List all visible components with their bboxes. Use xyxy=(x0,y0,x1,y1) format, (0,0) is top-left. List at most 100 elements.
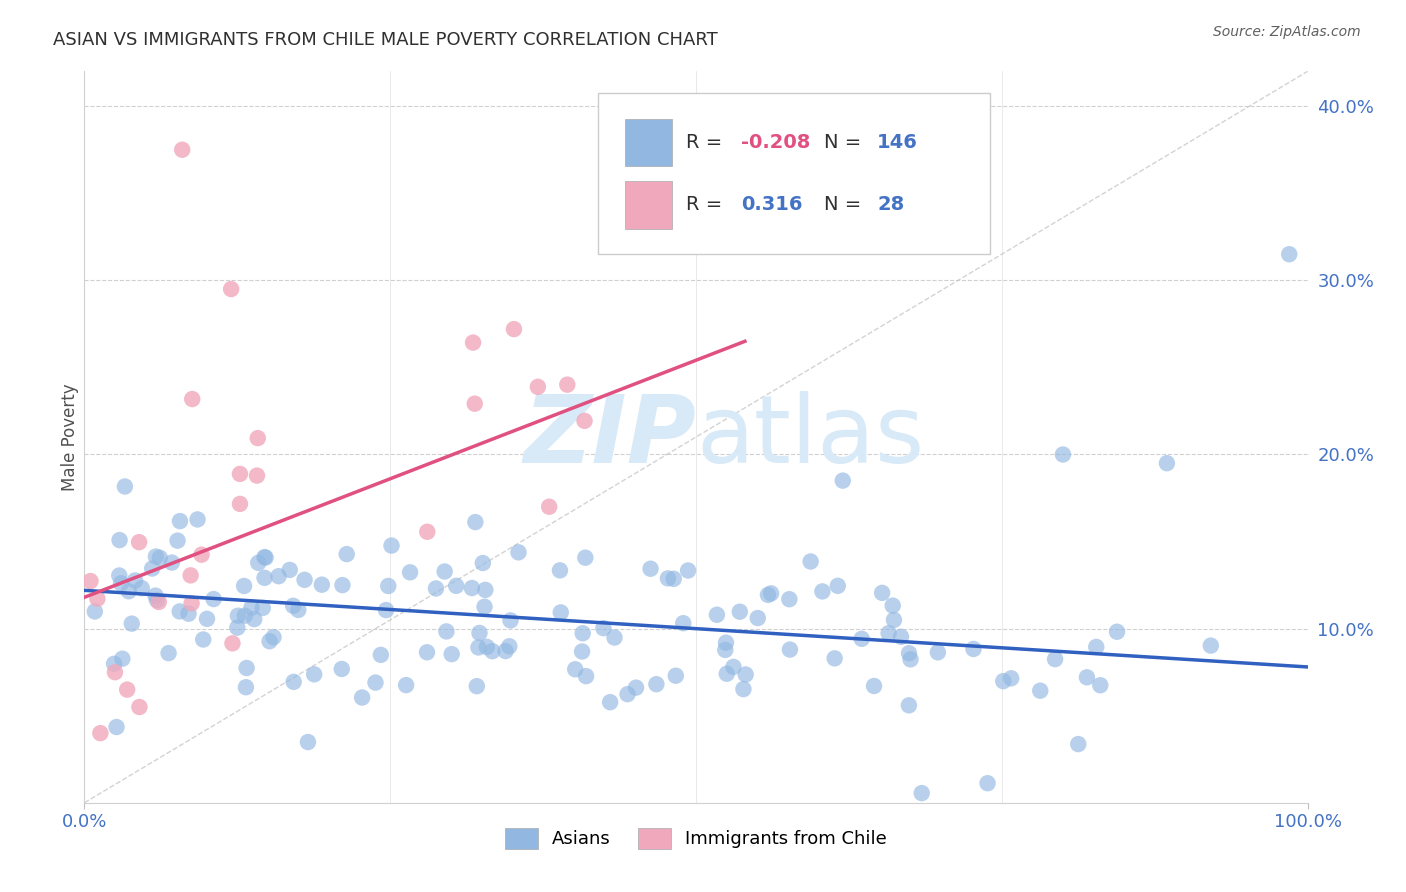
Point xyxy=(180,596,202,610)
Text: 0.316: 0.316 xyxy=(741,195,803,214)
Point xyxy=(465,679,488,693)
Text: ZIP: ZIP xyxy=(523,391,696,483)
Point xyxy=(433,565,456,579)
Point xyxy=(927,645,949,659)
Point xyxy=(425,582,447,596)
Point xyxy=(114,479,136,493)
Point xyxy=(103,657,125,671)
Point xyxy=(186,512,208,526)
Point xyxy=(548,563,571,577)
Point xyxy=(911,786,934,800)
Point xyxy=(86,591,108,606)
Point xyxy=(302,667,325,681)
Point xyxy=(468,626,491,640)
Point xyxy=(89,726,111,740)
Point xyxy=(108,533,131,547)
FancyBboxPatch shape xyxy=(598,94,990,254)
Point xyxy=(564,662,586,676)
Point xyxy=(235,680,257,694)
Point xyxy=(370,648,392,662)
Point xyxy=(714,636,737,650)
Point xyxy=(538,500,561,514)
Point xyxy=(624,681,647,695)
Point xyxy=(169,604,191,618)
Point xyxy=(111,651,134,665)
Point xyxy=(172,143,194,157)
Point xyxy=(779,642,801,657)
Point xyxy=(79,574,101,588)
Point xyxy=(110,576,132,591)
Point xyxy=(527,380,550,394)
Text: R =: R = xyxy=(686,133,728,152)
Point xyxy=(1000,671,1022,685)
Point xyxy=(827,579,849,593)
Point xyxy=(575,669,598,683)
Point xyxy=(252,601,274,615)
Point xyxy=(118,584,141,599)
Point xyxy=(181,392,204,406)
Point xyxy=(399,566,422,580)
Point xyxy=(1278,247,1301,261)
Y-axis label: Male Poverty: Male Poverty xyxy=(60,384,79,491)
Point xyxy=(195,612,218,626)
Point xyxy=(976,776,998,790)
Text: Source: ZipAtlas.com: Source: ZipAtlas.com xyxy=(1213,25,1361,39)
Text: 146: 146 xyxy=(877,133,918,152)
Point xyxy=(124,574,146,588)
Point xyxy=(706,607,728,622)
Point xyxy=(336,547,359,561)
Point xyxy=(897,698,920,713)
Point xyxy=(169,514,191,528)
Point xyxy=(665,669,688,683)
Point xyxy=(219,282,242,296)
FancyBboxPatch shape xyxy=(626,181,672,228)
Point xyxy=(464,515,486,529)
Point xyxy=(747,611,769,625)
Point xyxy=(332,578,354,592)
Point xyxy=(254,550,277,565)
Point xyxy=(851,632,873,646)
Point xyxy=(190,548,212,562)
Point xyxy=(900,652,922,666)
Point xyxy=(672,616,695,631)
Point xyxy=(807,203,830,218)
Point xyxy=(83,605,105,619)
Point xyxy=(233,608,256,623)
Point xyxy=(811,584,834,599)
Point xyxy=(416,645,439,659)
Point xyxy=(160,556,183,570)
Text: atlas: atlas xyxy=(696,391,924,483)
Point xyxy=(226,608,249,623)
Point xyxy=(1085,640,1108,654)
Point xyxy=(962,642,984,657)
Point xyxy=(877,626,900,640)
Point xyxy=(640,562,662,576)
Point xyxy=(495,644,517,658)
Point xyxy=(475,640,498,654)
Point xyxy=(503,322,526,336)
Point xyxy=(676,564,699,578)
Point xyxy=(993,674,1015,689)
Point xyxy=(297,735,319,749)
Point xyxy=(440,647,463,661)
Point xyxy=(467,640,489,655)
Point xyxy=(364,675,387,690)
Point xyxy=(571,644,593,658)
Point xyxy=(800,554,823,568)
Point xyxy=(247,556,270,570)
Point xyxy=(287,603,309,617)
Point xyxy=(436,624,458,639)
Point xyxy=(283,674,305,689)
Point xyxy=(128,535,150,549)
Point xyxy=(1105,624,1128,639)
Point xyxy=(499,614,522,628)
Point xyxy=(657,571,679,585)
Point xyxy=(229,467,252,481)
Point xyxy=(148,595,170,609)
Point xyxy=(235,661,257,675)
Point xyxy=(461,335,484,350)
Text: N =: N = xyxy=(824,195,868,214)
Point xyxy=(267,569,290,583)
Point xyxy=(108,568,131,582)
Point xyxy=(278,563,301,577)
